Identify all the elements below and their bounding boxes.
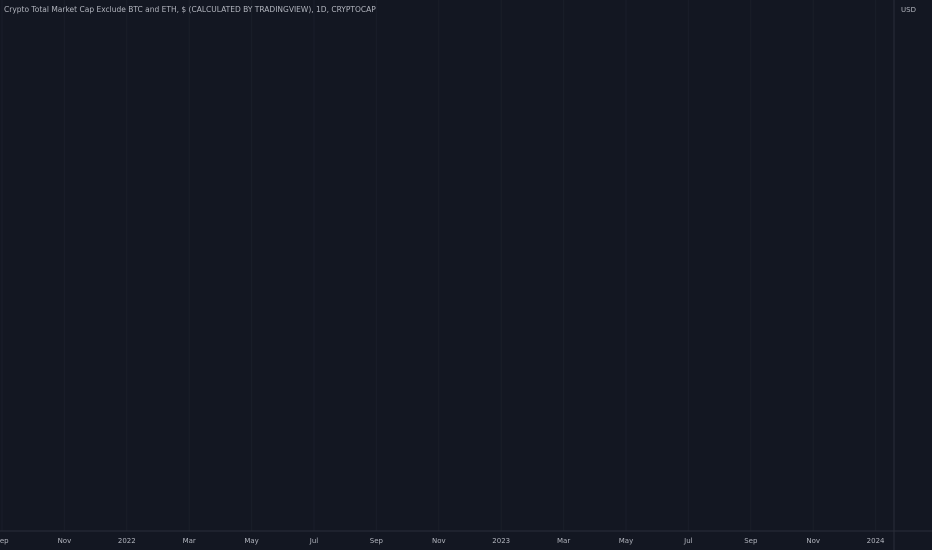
time-tick-label: May <box>619 537 633 545</box>
grid <box>0 0 894 531</box>
chart-title: Crypto Total Market Cap Exclude BTC and … <box>4 5 376 14</box>
time-tick-label: Mar <box>183 537 196 545</box>
time-tick-label: Jul <box>683 537 693 545</box>
time-tick-label: Sep <box>744 537 758 545</box>
time-tick-label: Jul <box>309 537 319 545</box>
time-tick-label: Nov <box>806 537 820 545</box>
time-tick-label: 2023 <box>492 537 510 545</box>
time-tick-label: Nov <box>432 537 446 545</box>
price-axis-unit: USD <box>901 6 916 14</box>
time-tick-label: 2024 <box>867 537 885 545</box>
price-axis[interactable]: 1.2T1.08T1T920B840B765B690B630B570B530B4… <box>901 0 926 14</box>
time-tick-label: Sep <box>370 537 384 545</box>
time-axis[interactable]: Sep Nov 2022 Mar May Jul Sep Nov 2023 Mar May Jul Se… <box>0 537 885 545</box>
time-tick-label: Nov <box>58 537 72 545</box>
time-tick-label: Mar <box>557 537 570 545</box>
time-tick-label: 2022 <box>118 537 136 545</box>
time-tick-label: May <box>244 537 258 545</box>
time-tick-label: Sep <box>0 537 9 545</box>
